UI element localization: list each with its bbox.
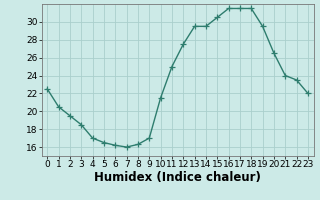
X-axis label: Humidex (Indice chaleur): Humidex (Indice chaleur)	[94, 171, 261, 184]
